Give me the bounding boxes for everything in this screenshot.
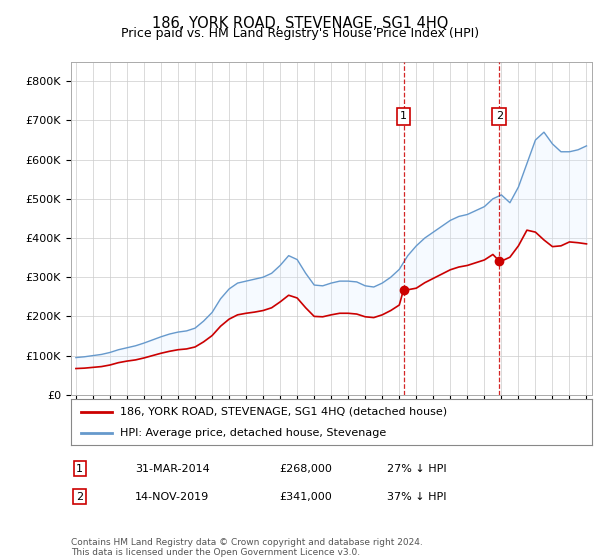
- Text: Price paid vs. HM Land Registry's House Price Index (HPI): Price paid vs. HM Land Registry's House …: [121, 27, 479, 40]
- Text: 186, YORK ROAD, STEVENAGE, SG1 4HQ (detached house): 186, YORK ROAD, STEVENAGE, SG1 4HQ (deta…: [120, 407, 448, 417]
- Text: Contains HM Land Registry data © Crown copyright and database right 2024.
This d: Contains HM Land Registry data © Crown c…: [71, 538, 422, 557]
- Text: £268,000: £268,000: [279, 464, 332, 474]
- Text: 186, YORK ROAD, STEVENAGE, SG1 4HQ: 186, YORK ROAD, STEVENAGE, SG1 4HQ: [152, 16, 448, 31]
- Text: 14-NOV-2019: 14-NOV-2019: [135, 492, 209, 502]
- Text: £341,000: £341,000: [279, 492, 332, 502]
- Text: 37% ↓ HPI: 37% ↓ HPI: [387, 492, 446, 502]
- Text: HPI: Average price, detached house, Stevenage: HPI: Average price, detached house, Stev…: [120, 428, 386, 438]
- Text: 1: 1: [76, 464, 83, 474]
- Text: 1: 1: [400, 111, 407, 122]
- Text: 2: 2: [76, 492, 83, 502]
- Text: 31-MAR-2014: 31-MAR-2014: [135, 464, 210, 474]
- Text: 27% ↓ HPI: 27% ↓ HPI: [387, 464, 446, 474]
- Text: 2: 2: [496, 111, 503, 122]
